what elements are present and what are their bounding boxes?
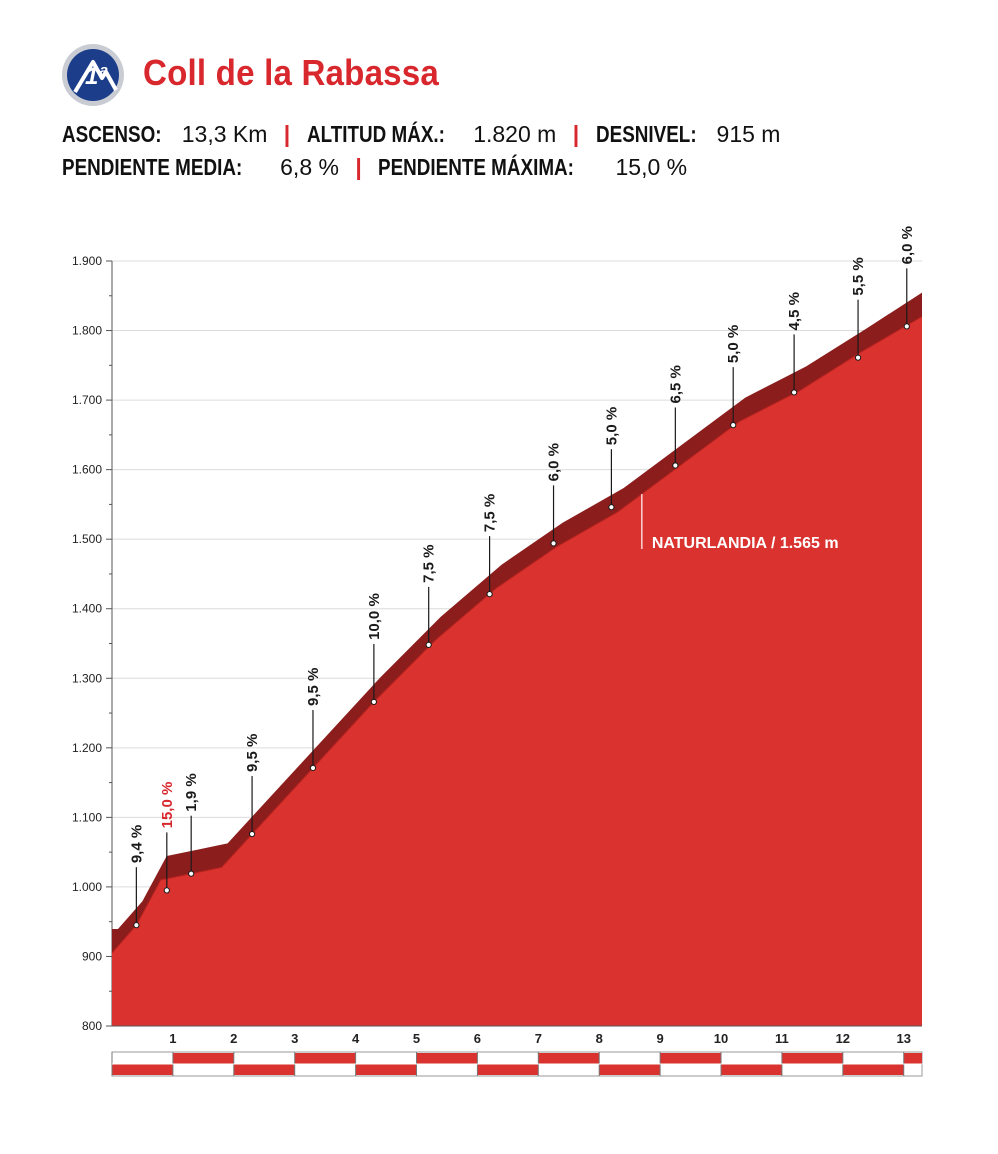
- elevation-gain-value: 915 m: [716, 121, 781, 147]
- gradient-marker-dot: [486, 591, 493, 598]
- km-scale-segment: [233, 1064, 295, 1075]
- km-scale-segment: [416, 1053, 478, 1064]
- mountain-icon: [73, 60, 118, 94]
- y-tick-label: 800: [82, 1019, 102, 1033]
- y-tick-label: 1.400: [72, 602, 102, 616]
- profile-area: [112, 316, 922, 1027]
- gradient-marker-dot: [903, 323, 910, 330]
- y-tick-label: 1.900: [72, 254, 102, 268]
- gradient-marker-dot: [730, 422, 737, 429]
- x-tick-label: 5: [413, 1031, 420, 1046]
- gradient-marker-dot: [188, 870, 195, 877]
- elevation-gain-label: DESNIVEL:: [595, 121, 697, 147]
- km-scale-segment: [172, 1053, 234, 1064]
- max-altitude-label: ALTITUD MÁX.:: [306, 121, 445, 147]
- km-scale-segment: [538, 1053, 600, 1064]
- gradient-label: 7,5 %: [421, 545, 438, 583]
- km-scale-segment: [842, 1064, 904, 1075]
- profile-edge-band: [112, 292, 922, 954]
- gradient-marker-dot: [425, 641, 432, 648]
- y-tick-label: 1.800: [72, 324, 102, 338]
- average-gradient-value: 6,8 %: [280, 154, 339, 180]
- max-gradient-label: PENDIENTE MÁXIMA:: [378, 154, 575, 180]
- km-scale-segment: [781, 1053, 843, 1064]
- gradient-marker-dot: [672, 462, 679, 469]
- x-tick-label: 4: [352, 1031, 360, 1046]
- y-tick-label: 1.200: [72, 741, 102, 755]
- separator: |: [283, 121, 291, 147]
- gradient-marker-dot: [550, 540, 557, 547]
- km-scale-segment: [721, 1064, 782, 1075]
- km-scale-segment: [903, 1053, 922, 1064]
- gradient-marker-dot: [133, 922, 140, 929]
- gradient-marker-dot: [370, 698, 377, 706]
- gradient-marker-dot: [163, 887, 170, 894]
- gradient-label: 5,0 %: [725, 325, 742, 363]
- climb-stats-line-1: ASCENSO: 13,3 Km | ALTITUD MÁX.: 1.820 m…: [62, 121, 780, 148]
- gradient-label: 5,0 %: [603, 407, 620, 445]
- gradient-marker-dot: [791, 389, 798, 396]
- gradient-label: 7,5 %: [482, 494, 499, 532]
- separator: |: [355, 154, 362, 180]
- x-tick-label: 13: [896, 1031, 910, 1046]
- badge-category-label: 1ª: [85, 63, 108, 90]
- gradient-label: 4,5 %: [786, 292, 803, 330]
- gradient-marker-dot: [248, 830, 256, 838]
- km-scale-segment: [599, 1064, 661, 1075]
- max-gradient-value: 15,0 %: [615, 154, 688, 180]
- km-scale-segment: [294, 1053, 356, 1064]
- gradient-label: 6,0 %: [546, 443, 563, 481]
- km-scale-segment: [660, 1053, 722, 1064]
- x-tick-label: 8: [596, 1031, 603, 1046]
- x-tick-label: 2: [230, 1031, 237, 1046]
- y-tick-label: 1.500: [72, 532, 102, 546]
- average-gradient-label: PENDIENTE MEDIA:: [62, 154, 243, 180]
- gradient-label: 9,5 %: [305, 668, 322, 706]
- y-tick-label: 900: [82, 949, 102, 963]
- x-tick-label: 9: [657, 1031, 664, 1046]
- ascent-value: 13,3 Km: [181, 121, 268, 147]
- gradient-marker-dot: [309, 764, 317, 772]
- separator: |: [572, 121, 580, 147]
- gradient-label: 6,5 %: [667, 365, 684, 403]
- y-tick-label: 1.100: [72, 810, 102, 824]
- y-tick-label: 1.700: [72, 393, 102, 407]
- gradient-label: 1,9 %: [183, 773, 200, 811]
- km-scale-segment: [477, 1064, 539, 1075]
- x-tick-label: 1: [169, 1031, 176, 1046]
- x-tick-label: 3: [291, 1031, 298, 1046]
- ascent-label: ASCENSO:: [62, 121, 162, 147]
- gradient-label: 9,4 %: [128, 825, 145, 863]
- y-tick-label: 1.600: [72, 463, 102, 477]
- km-scale-segment: [112, 1064, 173, 1075]
- y-tick-label: 1.000: [72, 880, 102, 894]
- annotation-label: NATURLANDIA / 1.565 m: [652, 535, 839, 552]
- gradient-label: 6,0 %: [899, 226, 916, 264]
- profile-outline: [111, 316, 923, 954]
- climb-stats-line-2: PENDIENTE MEDIA: 6,8 % | PENDIENTE MÁXIM…: [62, 154, 687, 181]
- y-tick-label: 1.300: [72, 671, 102, 685]
- x-tick-label: 10: [714, 1031, 728, 1046]
- gradient-label: 15,0 %: [159, 782, 176, 829]
- gradient-label: 5,5 %: [850, 257, 867, 295]
- x-tick-label: 6: [474, 1031, 481, 1046]
- x-tick-label: 12: [836, 1031, 850, 1046]
- x-tick-label: 7: [535, 1031, 542, 1046]
- badge-disc: [67, 49, 119, 101]
- gradient-label: 10,0 %: [366, 593, 383, 640]
- category-badge: 1ª: [62, 44, 124, 106]
- gradient-marker-dot: [608, 504, 615, 511]
- max-altitude-value: 1.820 m: [473, 121, 557, 147]
- climb-title: Coll de la Rabassa: [143, 52, 439, 93]
- km-scale-segment: [355, 1064, 417, 1075]
- gradient-marker-dot: [854, 354, 862, 361]
- x-tick-label: 11: [775, 1031, 789, 1046]
- gradient-label: 9,5 %: [244, 734, 261, 772]
